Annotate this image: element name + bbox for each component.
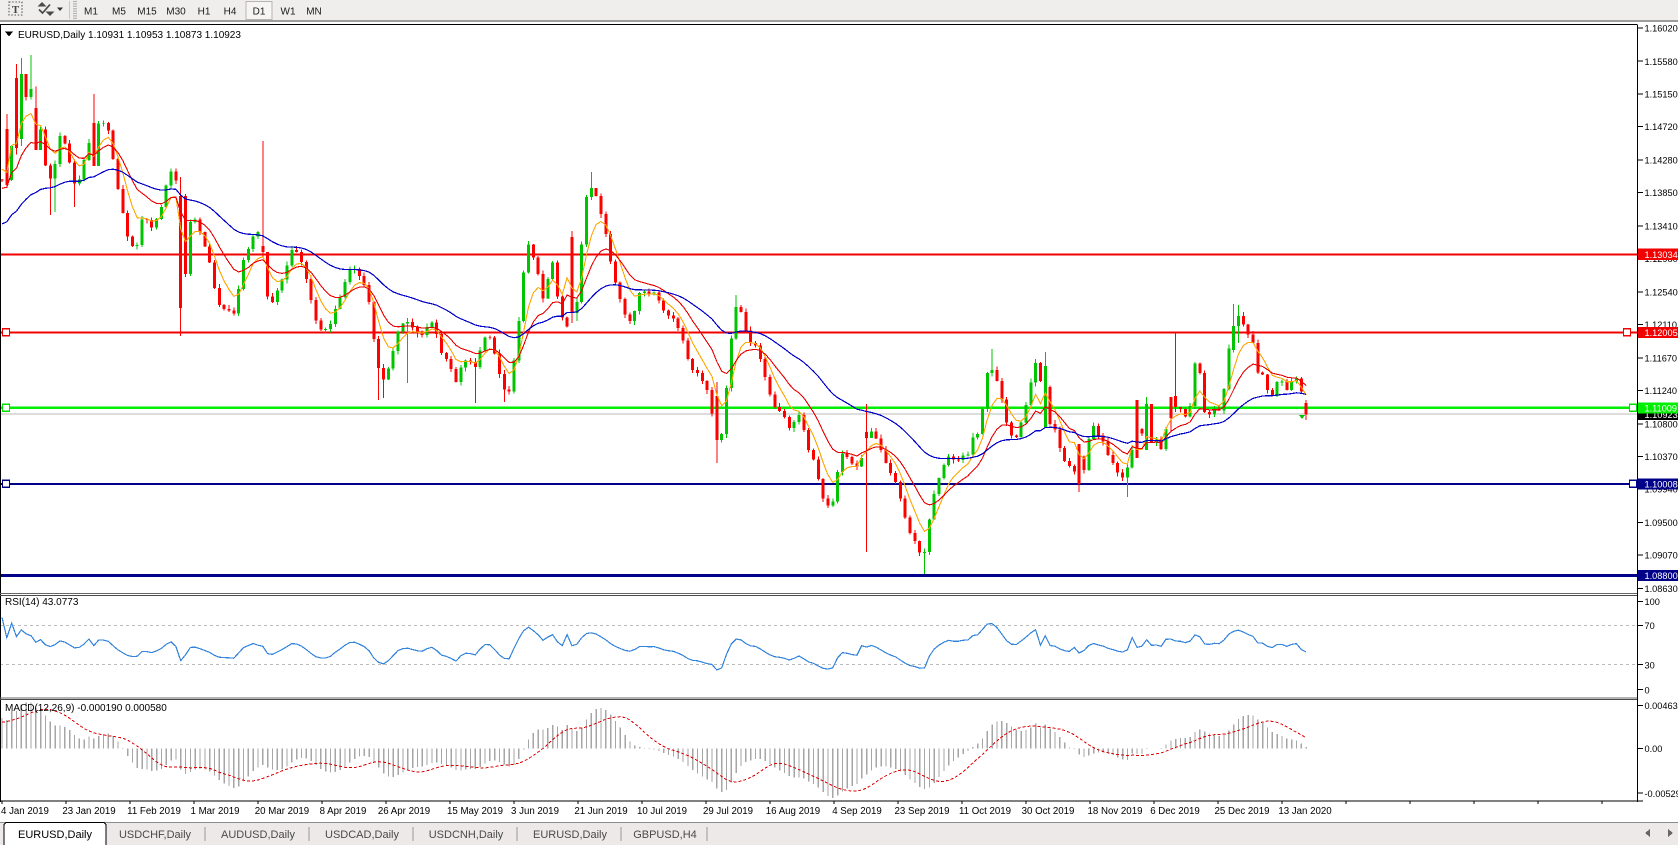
svg-text:MN: MN [306,7,322,18]
svg-text:20 Mar 2019: 20 Mar 2019 [255,806,309,817]
svg-text:-0.00529: -0.00529 [1645,789,1678,799]
svg-text:0: 0 [1645,685,1650,695]
svg-text:1.08800: 1.08800 [1645,571,1678,581]
svg-text:H1: H1 [198,7,211,18]
svg-text:USDCAD,Daily: USDCAD,Daily [325,829,399,841]
svg-text:EURUSD,Daily: EURUSD,Daily [533,829,607,841]
svg-text:70: 70 [1645,621,1655,631]
svg-text:GBPUSD,H4: GBPUSD,H4 [633,829,697,841]
svg-text:W1: W1 [281,7,296,18]
svg-text:16 Aug 2019: 16 Aug 2019 [766,806,820,817]
svg-text:1.12540: 1.12540 [1645,287,1678,297]
svg-text:29 Jul 2019: 29 Jul 2019 [703,806,753,817]
svg-text:1.12005: 1.12005 [1645,328,1678,338]
svg-text:EURUSD,Daily: EURUSD,Daily [18,829,92,841]
svg-text:25 Dec 2019: 25 Dec 2019 [1215,806,1270,817]
svg-text:1.08630: 1.08630 [1645,584,1678,594]
svg-text:10 Jul 2019: 10 Jul 2019 [637,806,687,817]
svg-text:23 Sep 2019: 23 Sep 2019 [895,806,950,817]
svg-text:11 Feb 2019: 11 Feb 2019 [127,806,181,817]
svg-text:23 Jan 2019: 23 Jan 2019 [62,806,115,817]
svg-text:1.09500: 1.09500 [1645,518,1678,528]
svg-text:M30: M30 [166,7,186,18]
svg-text:MACD(12,26,9) -0.000190 0.0005: MACD(12,26,9) -0.000190 0.000580 [5,703,167,714]
svg-text:0.00463: 0.00463 [1645,701,1678,711]
svg-text:15 May 2019: 15 May 2019 [447,806,503,817]
svg-text:1.15150: 1.15150 [1645,89,1678,99]
svg-text:1.10370: 1.10370 [1645,452,1678,462]
svg-text:1.10008: 1.10008 [1645,480,1678,490]
svg-text:USDCNH,Daily: USDCNH,Daily [429,829,504,841]
svg-text:30 Oct 2019: 30 Oct 2019 [1022,806,1075,817]
svg-text:1.11009: 1.11009 [1645,404,1678,414]
svg-text:RSI(14) 43.0773: RSI(14) 43.0773 [5,597,79,608]
svg-text:AUDUSD,Daily: AUDUSD,Daily [221,829,295,841]
svg-text:EURUSD,Daily 1.10931 1.10953: EURUSD,Daily 1.10931 1.10953 1.10873 1.1… [18,30,241,41]
svg-text:USDCHF,Daily: USDCHF,Daily [119,829,192,841]
svg-text:21 Jun 2019: 21 Jun 2019 [574,806,627,817]
svg-text:M15: M15 [137,7,157,18]
svg-text:1.12110: 1.12110 [1645,320,1678,330]
svg-text:1.10800: 1.10800 [1645,419,1678,429]
svg-text:1.13034: 1.13034 [1645,250,1678,260]
svg-text:1.09070: 1.09070 [1645,551,1678,561]
svg-text:4 Sep 2019: 4 Sep 2019 [832,806,882,817]
svg-text:18 Nov 2019: 18 Nov 2019 [1088,806,1143,817]
svg-text:M5: M5 [112,7,126,18]
svg-text:4 Jan 2019: 4 Jan 2019 [1,806,49,817]
svg-text:3 Jun 2019: 3 Jun 2019 [511,806,559,817]
svg-text:0.00: 0.00 [1645,744,1663,754]
svg-text:H4: H4 [224,7,237,18]
svg-text:1.15580: 1.15580 [1645,57,1678,67]
svg-text:6 Dec 2019: 6 Dec 2019 [1150,806,1200,817]
svg-text:8 Apr 2019: 8 Apr 2019 [320,806,367,817]
svg-text:1.14280: 1.14280 [1645,155,1678,165]
svg-text:1.09940: 1.09940 [1645,485,1678,495]
svg-text:11 Oct 2019: 11 Oct 2019 [959,806,1011,817]
svg-text:13 Jan 2020: 13 Jan 2020 [1278,806,1332,817]
svg-text:30: 30 [1645,660,1655,670]
svg-text:1.13410: 1.13410 [1645,221,1678,231]
svg-text:26 Apr 2019: 26 Apr 2019 [378,806,430,817]
svg-text:M1: M1 [84,7,98,18]
svg-text:1.11240: 1.11240 [1645,386,1678,396]
svg-text:T: T [12,4,20,16]
svg-text:D1: D1 [253,7,266,18]
svg-text:1.13850: 1.13850 [1645,188,1678,198]
svg-text:1.10923: 1.10923 [1645,410,1678,420]
svg-text:100: 100 [1645,597,1660,607]
svg-text:1 Mar 2019: 1 Mar 2019 [190,806,239,817]
svg-text:1.11670: 1.11670 [1645,353,1678,363]
svg-text:1.16020: 1.16020 [1645,23,1678,33]
svg-text:1.14720: 1.14720 [1645,122,1678,132]
